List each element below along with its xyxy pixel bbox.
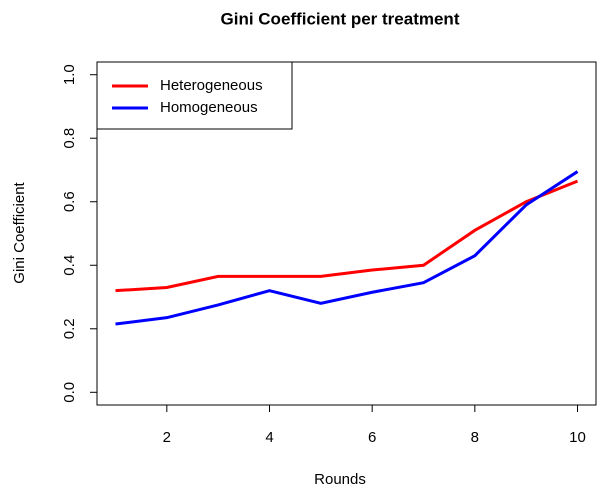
- y-tick-label: 0.6: [61, 191, 78, 212]
- data-line: [115, 179, 579, 293]
- legend-label: Homogeneous: [160, 99, 258, 116]
- x-tick-label: 10: [569, 429, 586, 446]
- x-tick-label: 6: [368, 429, 376, 446]
- y-tick-label: 0.2: [61, 318, 78, 339]
- data-line: [115, 170, 579, 326]
- y-tick-label: 0.0: [61, 382, 78, 403]
- x-tick-label: 8: [471, 429, 479, 446]
- x-tick-label: 4: [265, 429, 273, 446]
- y-tick-label: 0.8: [61, 128, 78, 149]
- plot-box: [96, 61, 597, 406]
- legend-label: Heterogeneous: [160, 77, 263, 94]
- chart-title: Gini Coefficient per treatment: [221, 9, 460, 28]
- y-tick-label: 1.0: [61, 64, 78, 85]
- x-axis-title: Rounds: [314, 471, 366, 488]
- y-tick-label: 0.4: [61, 255, 78, 276]
- x-tick-label: 2: [163, 429, 171, 446]
- y-axis-title: Gini Coefficient: [11, 181, 28, 283]
- legend-box: [96, 61, 293, 130]
